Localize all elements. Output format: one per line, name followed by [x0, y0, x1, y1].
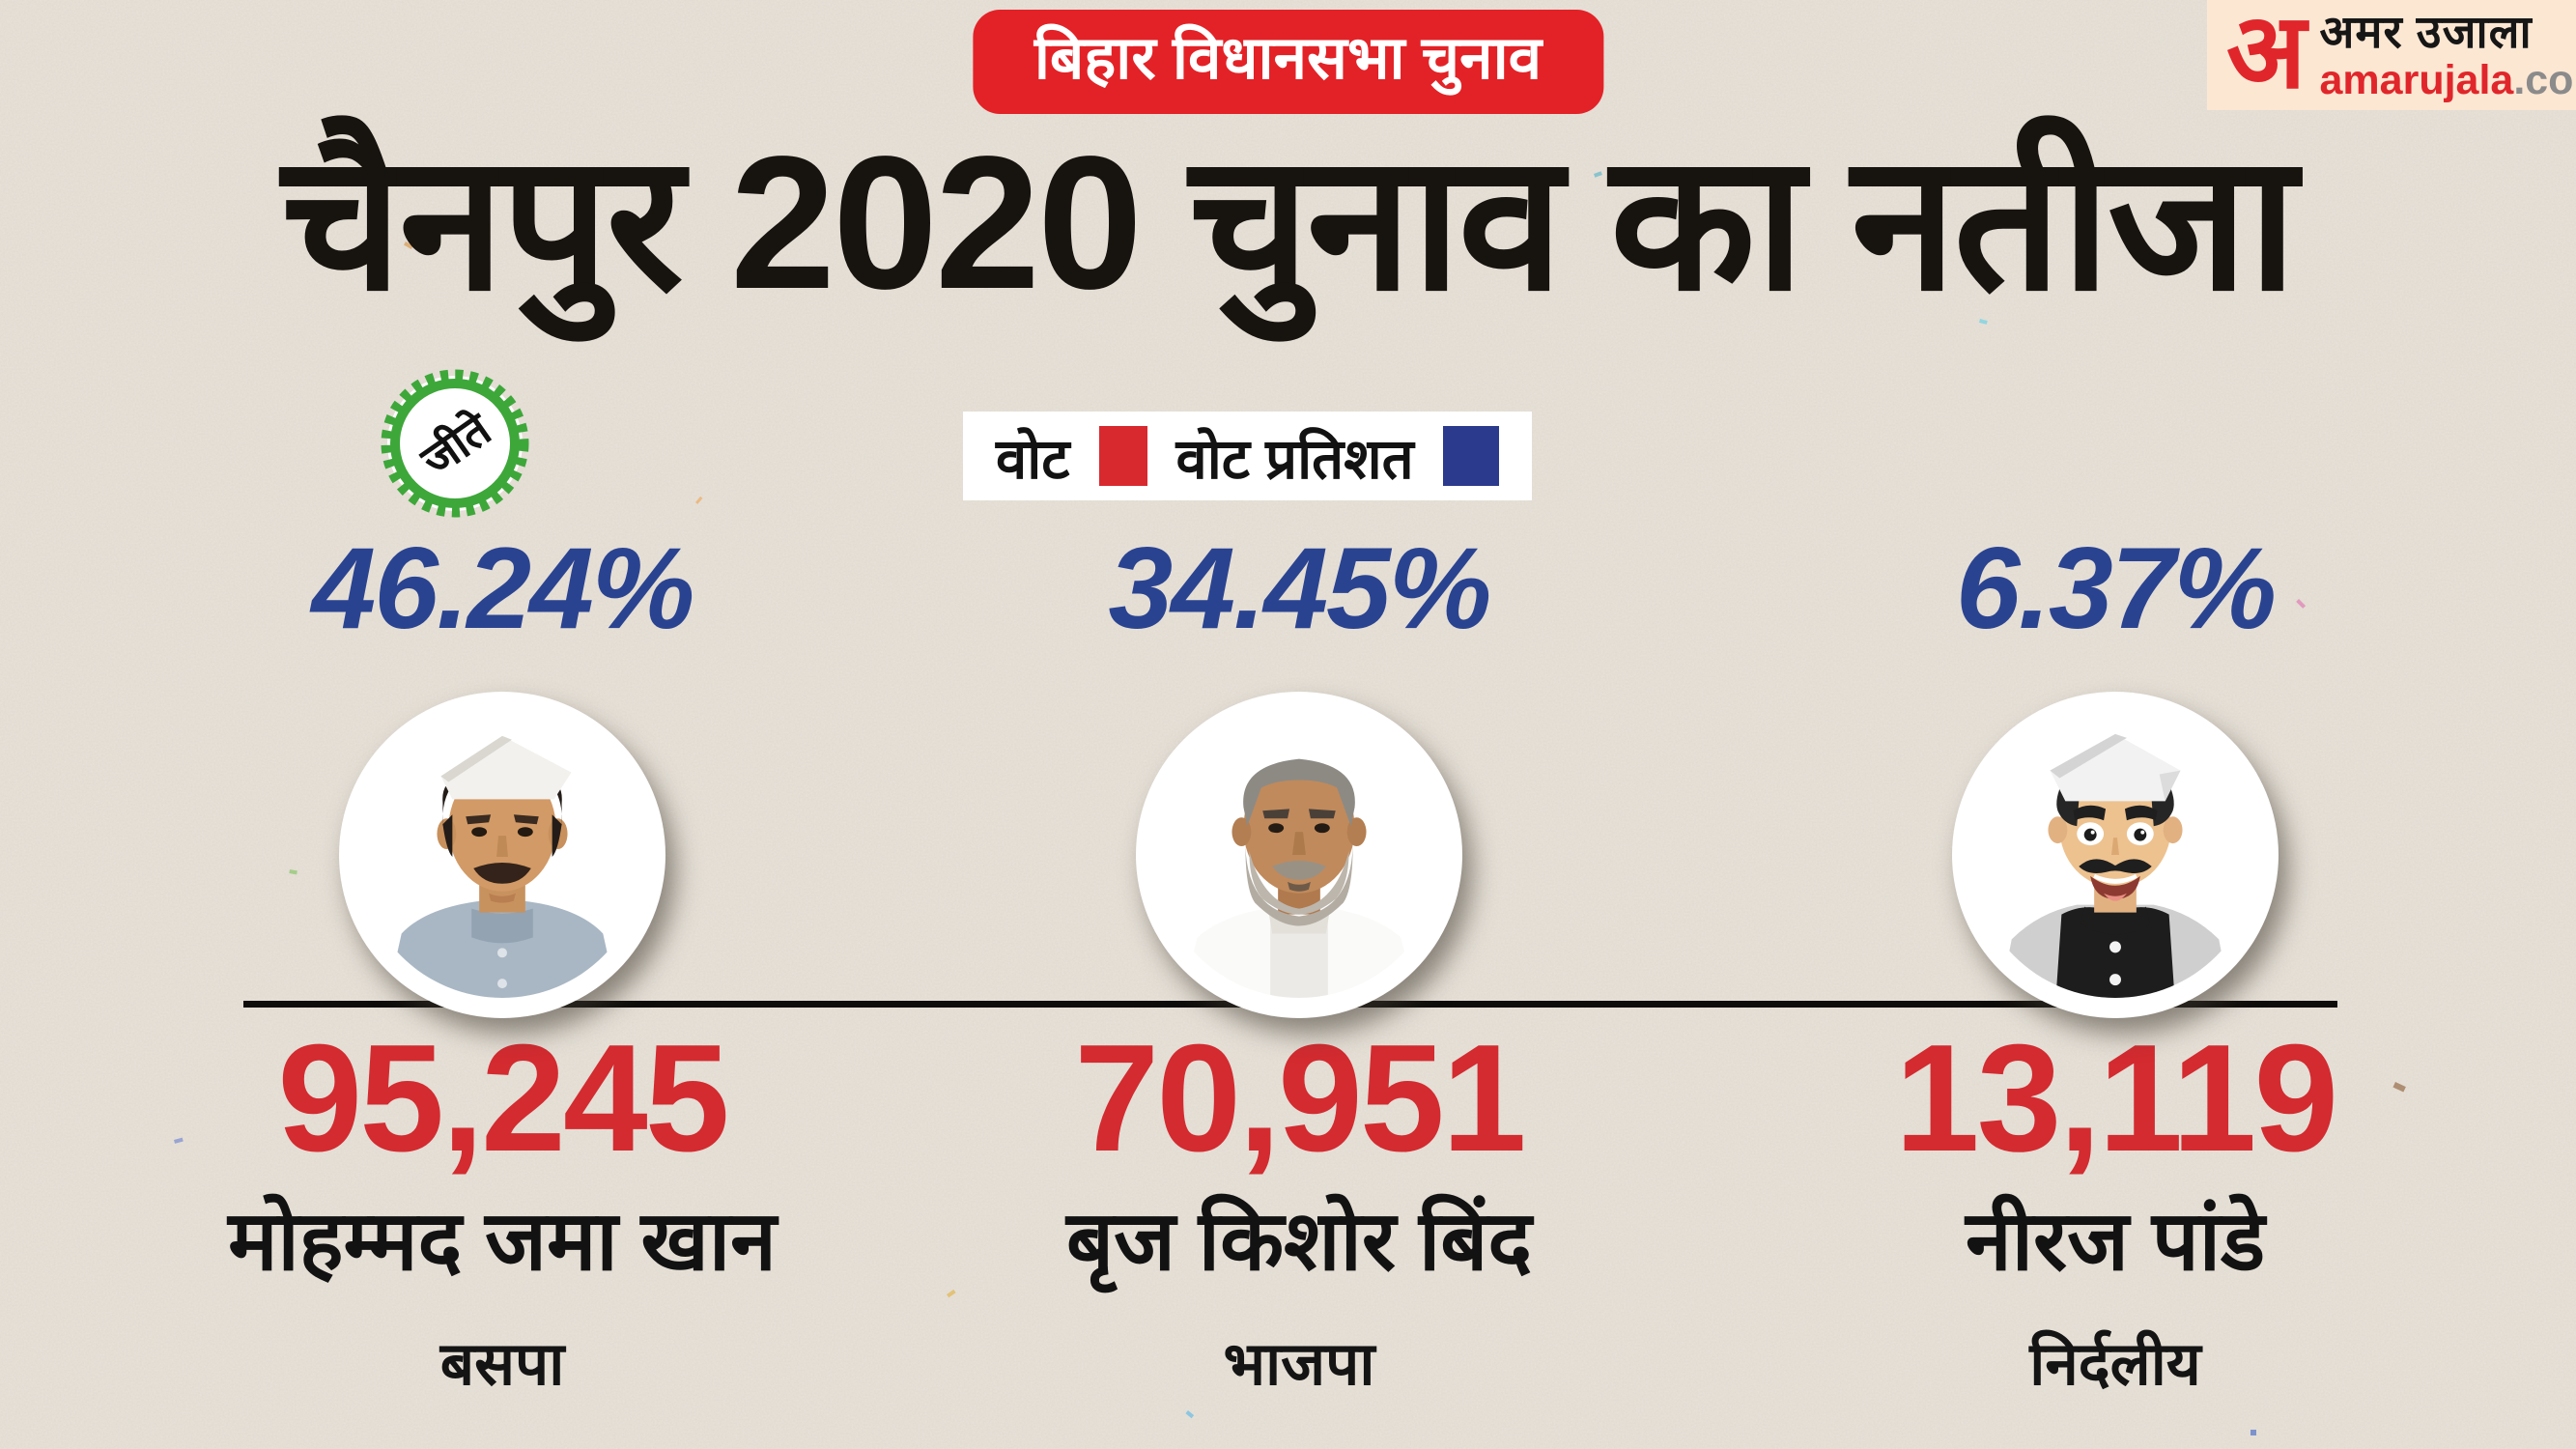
vote-percent: 34.45% [1108, 524, 1492, 653]
winner-seal: जीते [379, 367, 531, 520]
legend: वोट वोट प्रतिशत [963, 412, 1532, 500]
legend-percent-color-chip [1442, 426, 1499, 486]
candidate-party: बसपा [439, 1331, 565, 1398]
page-title: चैनपुर 2020 चुनाव का नतीजा [281, 117, 2297, 328]
vote-percent: 6.37% [1955, 524, 2277, 653]
amarujala-logo: अ अमर उजाला amarujala.com [2207, 0, 2576, 110]
candidate-column-1: 46.24% [106, 0, 898, 1449]
candidate-column-2: 34.45% [903, 0, 1695, 1449]
candidate-1-portrait-icon [358, 711, 646, 999]
logo-brand-name: अमर उजाला [2319, 6, 2533, 57]
candidate-name: मोहम्मद जमा खान [228, 1195, 777, 1288]
vote-count: 13,119 [1894, 1013, 2339, 1183]
logo-text: अमर उजाला amarujala.com [2320, 9, 2576, 101]
candidate-column-3: 6.37% [1719, 0, 2511, 1449]
vote-percent: 46.24% [311, 524, 695, 653]
legend-votes-color-chip [1098, 426, 1147, 486]
candidate-2-portrait-icon [1155, 711, 1443, 999]
winner-seal-icon [381, 369, 529, 518]
logo-monogram-icon: अ [2226, 0, 2307, 110]
election-badge: बिहार विधानसभा चुनाव [972, 10, 1604, 114]
vote-count: 70,951 [1074, 1013, 1526, 1183]
candidate-party: निर्दलीय [2029, 1331, 2201, 1398]
vote-count: 95,245 [277, 1013, 729, 1183]
candidate-name: बृज किशोर बिंद [1065, 1195, 1532, 1288]
candidate-photo [1952, 692, 2279, 1018]
candidate-photo [1136, 692, 1462, 1018]
legend-votes-label: वोट [996, 427, 1070, 491]
logo-website: amarujala.com [2320, 60, 2576, 101]
candidate-photo [339, 692, 665, 1018]
candidate-name: नीरज पांडे [1965, 1195, 2265, 1288]
logo-site-name: amarujala [2319, 57, 2514, 103]
logo-site-tld: .com [2513, 57, 2576, 103]
candidate-party: भाजपा [1223, 1331, 1375, 1398]
candidate-3-avatar-icon [1971, 711, 2259, 999]
legend-percent-label: वोट प्रतिशत [1175, 427, 1414, 491]
